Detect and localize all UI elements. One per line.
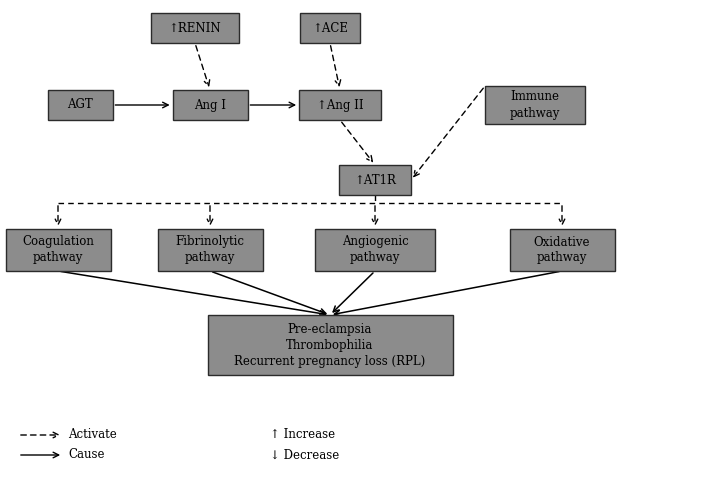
FancyBboxPatch shape: [158, 229, 262, 271]
Text: ↑ACE: ↑ACE: [312, 21, 348, 35]
Text: ↑Ang II: ↑Ang II: [317, 99, 364, 111]
FancyBboxPatch shape: [339, 165, 411, 195]
FancyBboxPatch shape: [207, 315, 452, 375]
FancyBboxPatch shape: [485, 86, 585, 124]
Text: Angiogenic
pathway: Angiogenic pathway: [341, 236, 409, 264]
FancyBboxPatch shape: [315, 229, 435, 271]
Text: AGT: AGT: [67, 99, 93, 111]
Text: Coagulation
pathway: Coagulation pathway: [22, 236, 94, 264]
FancyBboxPatch shape: [173, 90, 247, 120]
Text: Immune
pathway: Immune pathway: [510, 90, 560, 120]
Text: ↑ Increase: ↑ Increase: [270, 429, 335, 441]
Text: Pre-eclampsia
Thrombophilia
Recurrent pregnancy loss (RPL): Pre-eclampsia Thrombophilia Recurrent pr…: [234, 323, 426, 367]
FancyBboxPatch shape: [510, 229, 614, 271]
Text: Cause: Cause: [68, 449, 105, 462]
Text: ↑RENIN: ↑RENIN: [168, 21, 222, 35]
FancyBboxPatch shape: [151, 13, 239, 43]
Text: Oxidative
pathway: Oxidative pathway: [533, 236, 590, 264]
FancyBboxPatch shape: [300, 13, 360, 43]
Text: Ang I: Ang I: [194, 99, 226, 111]
FancyBboxPatch shape: [299, 90, 381, 120]
Text: ↑AT1R: ↑AT1R: [354, 174, 396, 187]
Text: ↓ Decrease: ↓ Decrease: [270, 449, 339, 462]
FancyBboxPatch shape: [6, 229, 110, 271]
FancyBboxPatch shape: [47, 90, 113, 120]
Text: Fibrinolytic
pathway: Fibrinolytic pathway: [176, 236, 244, 264]
Text: Activate: Activate: [68, 429, 117, 441]
